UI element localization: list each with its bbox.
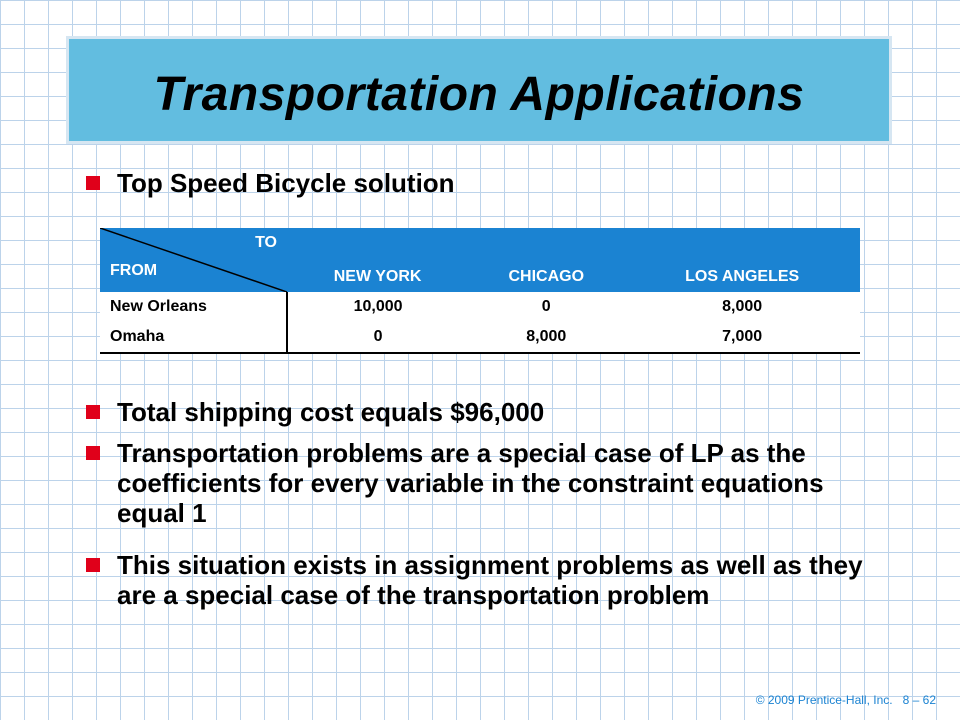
table-cell: 8,000 (468, 322, 625, 354)
table-row: New Orleans 10,000 0 8,000 (100, 292, 860, 322)
corner-cell: TO FROM (100, 228, 287, 292)
bullet-1: Top Speed Bicycle solution (86, 168, 866, 198)
page-number: 8 – 62 (902, 693, 936, 707)
bullet-text: Total shipping cost equals $96,000 (117, 397, 545, 427)
bullet-square-icon (86, 405, 100, 419)
title-banner: Transportation Applications (66, 36, 892, 144)
corner-to-label: TO (255, 234, 277, 251)
bullet-text: This situation exists in assignment prob… (117, 550, 863, 610)
bullet-square-icon (86, 176, 100, 190)
row-label: Omaha (100, 322, 288, 354)
bullet-4: This situation exists in assignment prob… (86, 550, 866, 610)
table-row: Omaha 0 8,000 7,000 (100, 322, 860, 354)
bullet-text: Top Speed Bicycle solution (117, 168, 455, 198)
solution-table: TO FROM NEW YORK CHICAGO LOS ANGELES New… (100, 228, 860, 354)
table-header-row: TO FROM NEW YORK CHICAGO LOS ANGELES (100, 228, 860, 292)
bullet-text: Transportation problems are a special ca… (117, 438, 824, 528)
table-cell: 10,000 (287, 292, 469, 322)
table-cell: 0 (468, 292, 625, 322)
column-header: CHICAGO (468, 228, 625, 292)
bullet-square-icon (86, 558, 100, 572)
table-cell: 0 (287, 322, 469, 354)
copyright-text: © 2009 Prentice-Hall, Inc. (755, 693, 893, 707)
bullet-3: Transportation problems are a special ca… (86, 438, 866, 528)
bullet-2: Total shipping cost equals $96,000 (86, 397, 866, 427)
slide-footer: © 2009 Prentice-Hall, Inc. 8 – 62 (756, 693, 936, 707)
row-label: New Orleans (100, 292, 288, 322)
table-cell: 7,000 (624, 322, 860, 354)
slide-title: Transportation Applications (153, 68, 805, 121)
corner-from-label: FROM (110, 262, 158, 279)
column-header: NEW YORK (287, 228, 469, 292)
diagonal-divider (100, 228, 287, 292)
bullet-square-icon (86, 446, 100, 460)
column-header: LOS ANGELES (624, 228, 860, 292)
table-cell: 8,000 (624, 292, 860, 322)
